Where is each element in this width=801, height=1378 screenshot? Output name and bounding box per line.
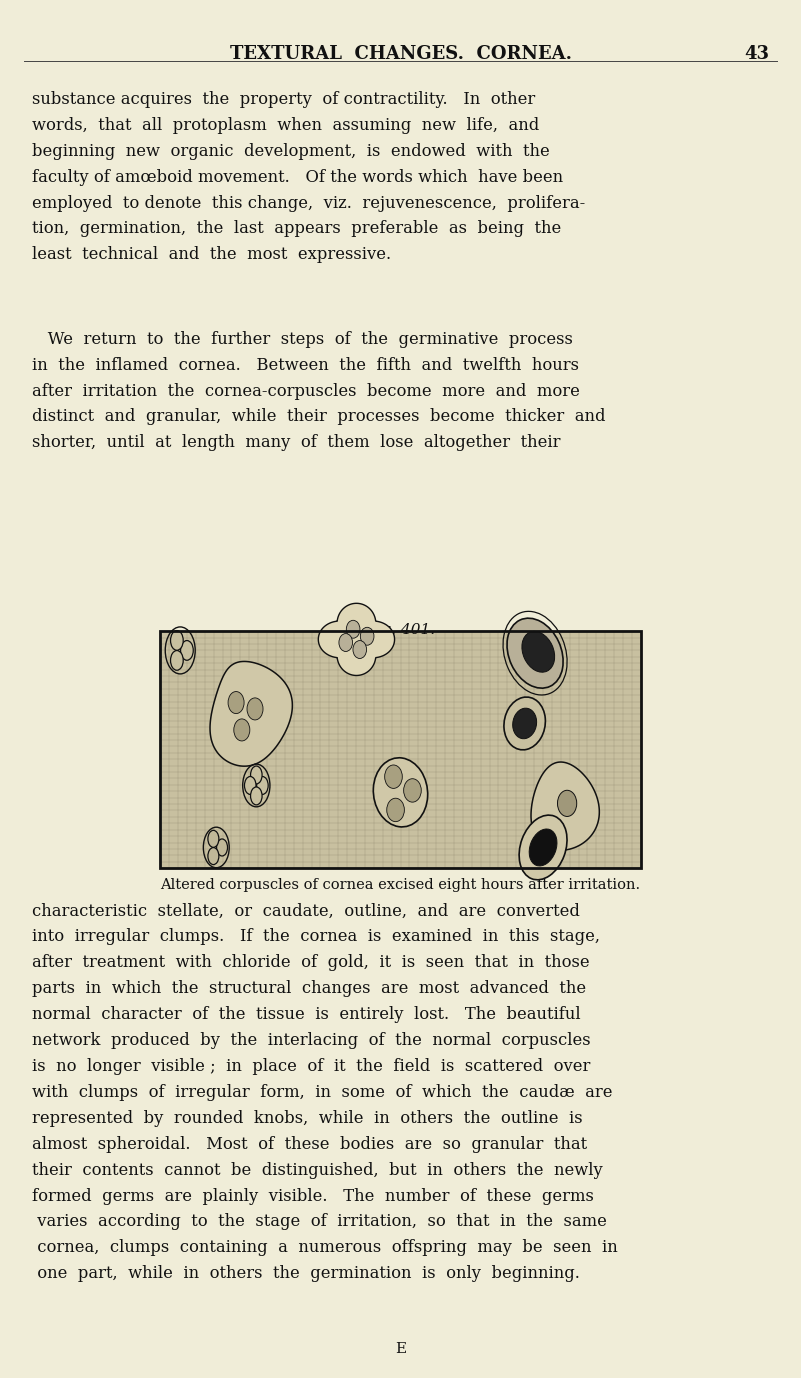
Text: words,  that  all  protoplasm  when  assuming  new  life,  and: words, that all protoplasm when assuming… — [32, 117, 539, 134]
Text: characteristic  stellate,  or  caudate,  outline,  and  are  converted: characteristic stellate, or caudate, out… — [32, 903, 580, 919]
Text: network  produced  by  the  interlacing  of  the  normal  corpuscles: network produced by the interlacing of t… — [32, 1032, 590, 1049]
Text: is  no  longer  visible ;  in  place  of  it  the  field  is  scattered  over: is no longer visible ; in place of it th… — [32, 1058, 590, 1075]
Text: one  part,  while  in  others  the  germination  is  only  beginning.: one part, while in others the germinatio… — [32, 1265, 580, 1283]
Text: faculty of amœboid movement.   Of the words which  have been: faculty of amœboid movement. Of the word… — [32, 168, 563, 186]
Text: normal  character  of  the  tissue  is  entirely  lost.   The  beautiful: normal character of the tissue is entire… — [32, 1006, 581, 1024]
Ellipse shape — [384, 765, 402, 788]
Text: beginning  new  organic  development,  is  endowed  with  the: beginning new organic development, is en… — [32, 143, 549, 160]
Ellipse shape — [234, 719, 250, 741]
Ellipse shape — [522, 631, 554, 672]
Ellipse shape — [513, 708, 537, 739]
Ellipse shape — [208, 831, 219, 847]
Ellipse shape — [251, 787, 262, 805]
Text: with  clumps  of  irregular  form,  in  some  of  which  the  caudæ  are: with clumps of irregular form, in some o… — [32, 1084, 613, 1101]
Text: varies  according  to  the  stage  of  irritation,  so  that  in  the  same: varies according to the stage of irritat… — [32, 1214, 607, 1231]
Text: least  technical  and  the  most  expressive.: least technical and the most expressive. — [32, 247, 391, 263]
Ellipse shape — [404, 779, 421, 802]
Ellipse shape — [346, 620, 360, 638]
Ellipse shape — [504, 697, 545, 750]
Text: distinct  and  granular,  while  their  processes  become  thicker  and: distinct and granular, while their proce… — [32, 408, 606, 426]
Text: employed  to denote  this change,  viz.  rejuvenescence,  prolifera-: employed to denote this change, viz. rej… — [32, 194, 586, 212]
Ellipse shape — [339, 634, 352, 652]
Ellipse shape — [208, 847, 219, 864]
Text: parts  in  which  the  structural  changes  are  most  advanced  the: parts in which the structural changes ar… — [32, 980, 586, 998]
Ellipse shape — [180, 641, 193, 660]
Text: E: E — [395, 1342, 406, 1356]
Text: We  return  to  the  further  steps  of  the  germinative  process: We return to the further steps of the ge… — [32, 331, 573, 347]
Text: their  contents  cannot  be  distinguished,  but  in  others  the  newly: their contents cannot be distinguished, … — [32, 1162, 603, 1178]
Polygon shape — [318, 604, 395, 675]
Ellipse shape — [216, 839, 227, 856]
Text: formed  germs  are  plainly  visible.   The  number  of  these  germs: formed germs are plainly visible. The nu… — [32, 1188, 594, 1204]
Text: Altered corpuscles of cornea excised eight hours after irritation.: Altered corpuscles of cornea excised eig… — [160, 878, 641, 892]
Bar — [160, 631, 641, 868]
Ellipse shape — [353, 641, 367, 659]
Ellipse shape — [373, 758, 428, 827]
Ellipse shape — [507, 619, 563, 688]
Text: after  irritation  the  cornea-corpuscles  become  more  and  more: after irritation the cornea-corpuscles b… — [32, 383, 580, 400]
Ellipse shape — [519, 816, 567, 879]
Text: shorter,  until  at  length  many  of  them  lose  altogether  their: shorter, until at length many of them lo… — [32, 434, 561, 452]
Text: represented  by  rounded  knobs,  while  in  others  the  outline  is: represented by rounded knobs, while in o… — [32, 1109, 582, 1127]
Bar — [160, 631, 641, 868]
Ellipse shape — [360, 627, 374, 645]
Ellipse shape — [247, 697, 263, 719]
Text: substance acquires  the  property  of contractility.   In  other: substance acquires the property of contr… — [32, 91, 535, 107]
Text: 43: 43 — [744, 45, 769, 63]
Ellipse shape — [251, 766, 262, 784]
Polygon shape — [531, 762, 599, 850]
Text: cornea,  clumps  containing  a  numerous  offspring  may  be  seen  in: cornea, clumps containing a numerous off… — [32, 1239, 618, 1257]
Ellipse shape — [171, 631, 183, 650]
Ellipse shape — [244, 777, 256, 794]
Text: into  irregular  clumps.   If  the  cornea  is  examined  in  this  stage,: into irregular clumps. If the cornea is … — [32, 929, 600, 945]
Ellipse shape — [228, 692, 244, 714]
Ellipse shape — [529, 830, 557, 865]
Text: almost  spheroidal.   Most  of  these  bodies  are  so  granular  that: almost spheroidal. Most of these bodies … — [32, 1135, 587, 1153]
Ellipse shape — [171, 650, 183, 670]
Ellipse shape — [387, 798, 405, 821]
Text: TEXTURAL  CHANGES.  CORNEA.: TEXTURAL CHANGES. CORNEA. — [230, 45, 571, 63]
Polygon shape — [210, 661, 292, 766]
Text: tion,  germination,  the  last  appears  preferable  as  being  the: tion, germination, the last appears pref… — [32, 220, 562, 237]
Ellipse shape — [557, 791, 577, 816]
Text: after  treatment  with  chloride  of  gold,  it  is  seen  that  in  those: after treatment with chloride of gold, i… — [32, 955, 590, 971]
Text: Fig. 401.: Fig. 401. — [366, 623, 435, 637]
Text: in  the  inflamed  cornea.   Between  the  fifth  and  twelfth  hours: in the inflamed cornea. Between the fift… — [32, 357, 579, 373]
Ellipse shape — [256, 777, 268, 794]
